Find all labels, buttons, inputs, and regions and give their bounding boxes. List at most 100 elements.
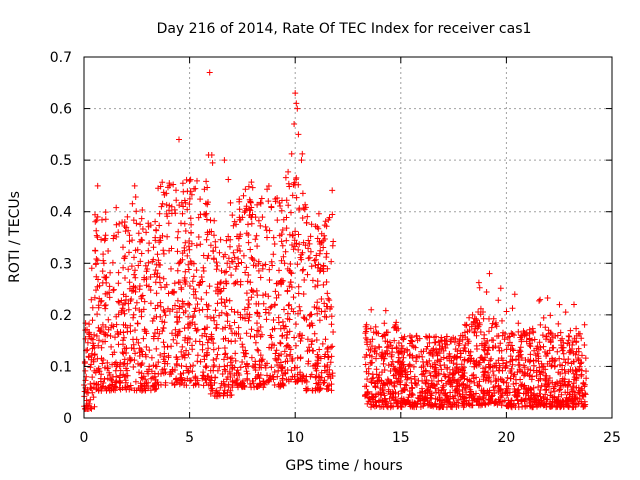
data-point xyxy=(275,319,282,326)
data-point xyxy=(486,315,492,322)
data-point xyxy=(535,355,542,362)
data-point xyxy=(253,232,260,239)
data-point xyxy=(243,368,250,375)
data-point xyxy=(391,383,398,390)
data-point xyxy=(225,233,232,240)
data-point xyxy=(223,376,230,383)
data-point xyxy=(252,367,259,374)
data-point xyxy=(262,291,269,298)
data-point xyxy=(254,201,261,208)
data-point xyxy=(427,394,434,401)
data-point xyxy=(422,367,429,374)
data-point xyxy=(307,311,314,318)
data-point xyxy=(260,300,267,307)
data-point xyxy=(537,393,544,400)
data-point xyxy=(92,218,99,225)
data-point xyxy=(246,301,252,307)
data-point xyxy=(549,344,556,351)
data-point xyxy=(295,246,302,253)
data-point xyxy=(291,243,298,250)
data-point xyxy=(305,358,312,365)
data-point xyxy=(192,288,199,295)
data-point xyxy=(146,283,152,290)
data-point xyxy=(480,315,487,322)
data-point xyxy=(272,196,279,202)
data-point xyxy=(276,267,282,274)
data-point xyxy=(121,334,127,341)
data-point xyxy=(583,375,590,382)
data-point xyxy=(88,265,95,272)
data-point xyxy=(409,399,416,406)
data-point xyxy=(133,208,140,215)
data-point xyxy=(581,342,588,348)
data-point xyxy=(557,361,563,368)
data-point xyxy=(214,290,221,297)
data-point xyxy=(121,219,128,225)
y-tick-label: 0.7 xyxy=(50,50,72,66)
data-point xyxy=(90,394,97,401)
data-point xyxy=(505,334,511,341)
data-point xyxy=(486,328,492,335)
data-point xyxy=(517,348,524,355)
y-tick-label: 0.1 xyxy=(50,359,72,375)
data-point xyxy=(157,279,163,286)
data-point xyxy=(525,386,532,393)
data-point xyxy=(423,333,429,340)
data-point xyxy=(233,263,240,270)
data-point xyxy=(485,369,492,376)
data-point xyxy=(222,324,229,331)
data-point xyxy=(544,360,551,367)
data-point xyxy=(282,174,289,181)
data-point xyxy=(171,206,178,213)
data-point xyxy=(120,350,127,357)
data-point xyxy=(145,247,152,254)
data-point xyxy=(249,363,256,369)
data-point xyxy=(573,375,580,382)
data-point xyxy=(245,232,252,238)
data-point xyxy=(244,377,251,383)
data-point xyxy=(136,345,143,352)
data-point xyxy=(162,312,169,319)
data-point xyxy=(284,310,291,317)
data-point xyxy=(89,389,96,396)
data-point xyxy=(93,217,100,224)
data-point xyxy=(562,370,569,377)
data-point xyxy=(537,387,544,393)
data-point xyxy=(202,211,209,218)
data-point xyxy=(88,296,95,303)
data-point xyxy=(313,252,320,259)
data-point xyxy=(176,314,183,321)
data-point xyxy=(513,380,520,387)
data-point xyxy=(314,278,321,285)
y-tick-label: 0.5 xyxy=(50,153,72,169)
data-point xyxy=(293,100,300,107)
data-point xyxy=(407,351,414,358)
data-point xyxy=(94,234,101,241)
data-point xyxy=(173,187,179,194)
data-point xyxy=(527,389,534,396)
data-point xyxy=(98,344,105,351)
data-point xyxy=(116,372,123,379)
data-point xyxy=(139,207,146,213)
data-point xyxy=(546,375,553,381)
data-point xyxy=(89,345,96,352)
data-point xyxy=(536,297,543,304)
data-point xyxy=(255,347,262,354)
data-point xyxy=(151,271,158,278)
data-point xyxy=(500,360,506,367)
data-point xyxy=(198,296,205,303)
data-point xyxy=(325,295,332,302)
data-point xyxy=(249,378,256,384)
data-point xyxy=(461,321,468,328)
data-point xyxy=(211,317,218,324)
data-point xyxy=(193,267,200,274)
data-point xyxy=(91,351,98,358)
data-point xyxy=(458,381,465,388)
data-point xyxy=(306,312,313,319)
data-point xyxy=(97,298,104,305)
data-point xyxy=(444,366,451,372)
data-point xyxy=(369,371,376,378)
data-point xyxy=(297,355,304,362)
data-point xyxy=(483,289,490,295)
data-point xyxy=(104,375,111,382)
